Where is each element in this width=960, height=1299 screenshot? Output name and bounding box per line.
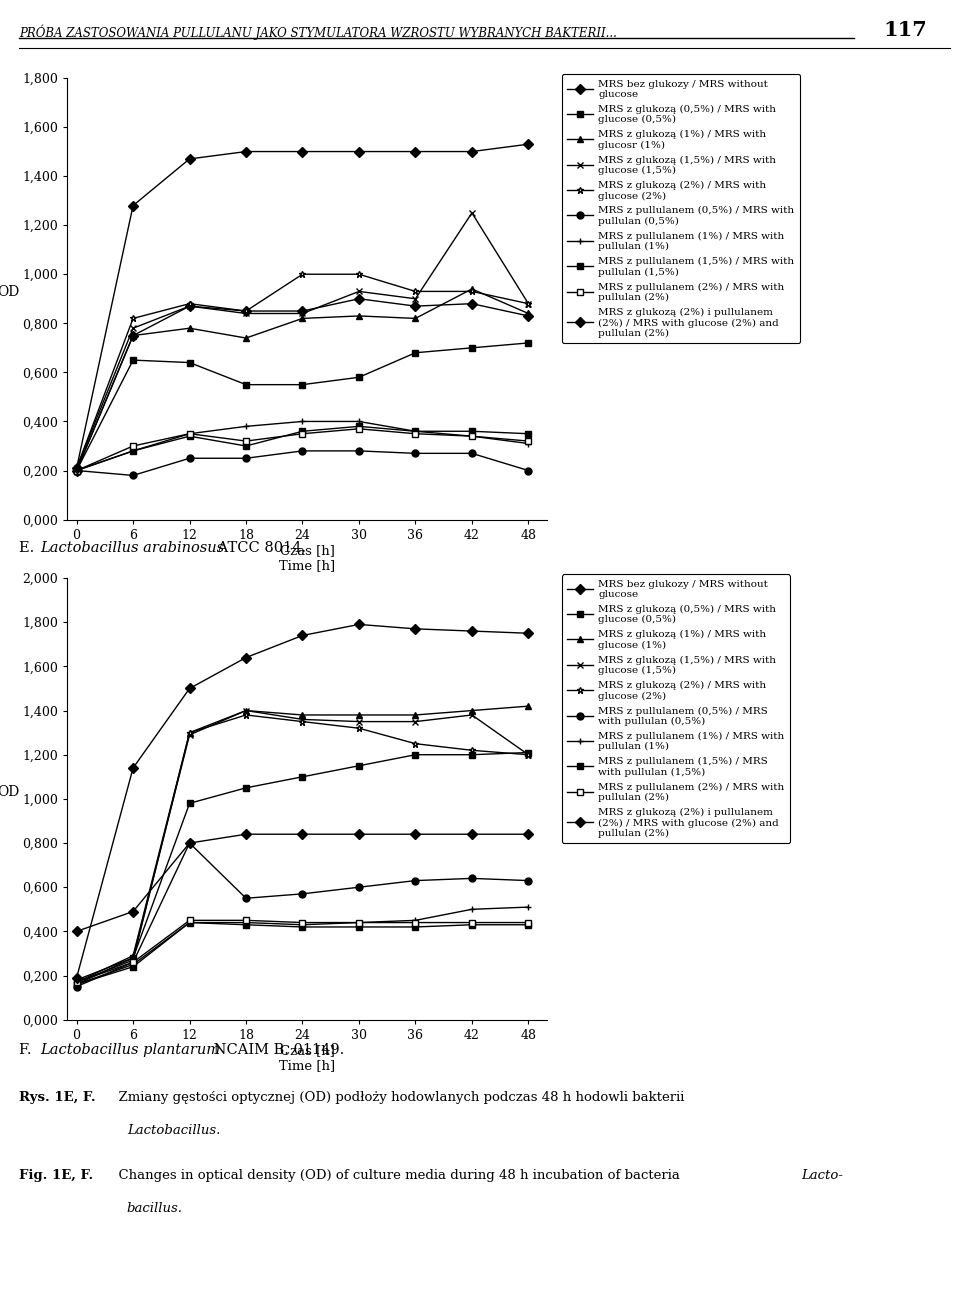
Text: Zmiany gęstości optycznej (OD) podłoży hodowlanych podczas 48 h hodowli bakterii: Zmiany gęstości optycznej (OD) podłoży h… bbox=[110, 1091, 684, 1104]
Text: NCAIM B. 01149.: NCAIM B. 01149. bbox=[209, 1043, 345, 1056]
Y-axis label: OD: OD bbox=[0, 284, 19, 299]
Text: Fig. 1E, F.: Fig. 1E, F. bbox=[19, 1169, 93, 1182]
Text: F.: F. bbox=[19, 1043, 36, 1056]
Text: Lacto-: Lacto- bbox=[802, 1169, 844, 1182]
Text: ATCC 8014.: ATCC 8014. bbox=[213, 542, 306, 555]
Text: Lactobacillus arabinosus: Lactobacillus arabinosus bbox=[40, 542, 225, 555]
X-axis label: Czas [h]
Time [h]: Czas [h] Time [h] bbox=[279, 1044, 335, 1073]
Text: Rys. 1E, F.: Rys. 1E, F. bbox=[19, 1091, 96, 1104]
Y-axis label: OD: OD bbox=[0, 785, 19, 799]
Text: bacillus.: bacillus. bbox=[127, 1202, 182, 1215]
Text: E.: E. bbox=[19, 542, 39, 555]
Text: Lactobacillus.: Lactobacillus. bbox=[127, 1124, 220, 1137]
Text: Lactobacillus plantarum: Lactobacillus plantarum bbox=[40, 1043, 221, 1056]
Legend: MRS bez glukozy / MRS without
glucose, MRS z glukozą (0,5%) / MRS with
glucose (: MRS bez glukozy / MRS without glucose, M… bbox=[562, 74, 800, 343]
Text: PRÓBA ZASTOSOWANIA PULLULANU JAKO STYMULATORA WZROSTU WYBRANYCH BAKTERII...: PRÓBA ZASTOSOWANIA PULLULANU JAKO STYMUL… bbox=[19, 25, 617, 40]
Text: 117: 117 bbox=[883, 21, 927, 40]
X-axis label: Czas [h]
Time [h]: Czas [h] Time [h] bbox=[279, 544, 335, 573]
Legend: MRS bez glukozy / MRS without
glucose, MRS z glukozą (0,5%) / MRS with
glucose (: MRS bez glukozy / MRS without glucose, M… bbox=[562, 574, 790, 843]
Text: Changes in optical density (OD) of culture media during 48 h incubation of bacte: Changes in optical density (OD) of cultu… bbox=[110, 1169, 684, 1182]
